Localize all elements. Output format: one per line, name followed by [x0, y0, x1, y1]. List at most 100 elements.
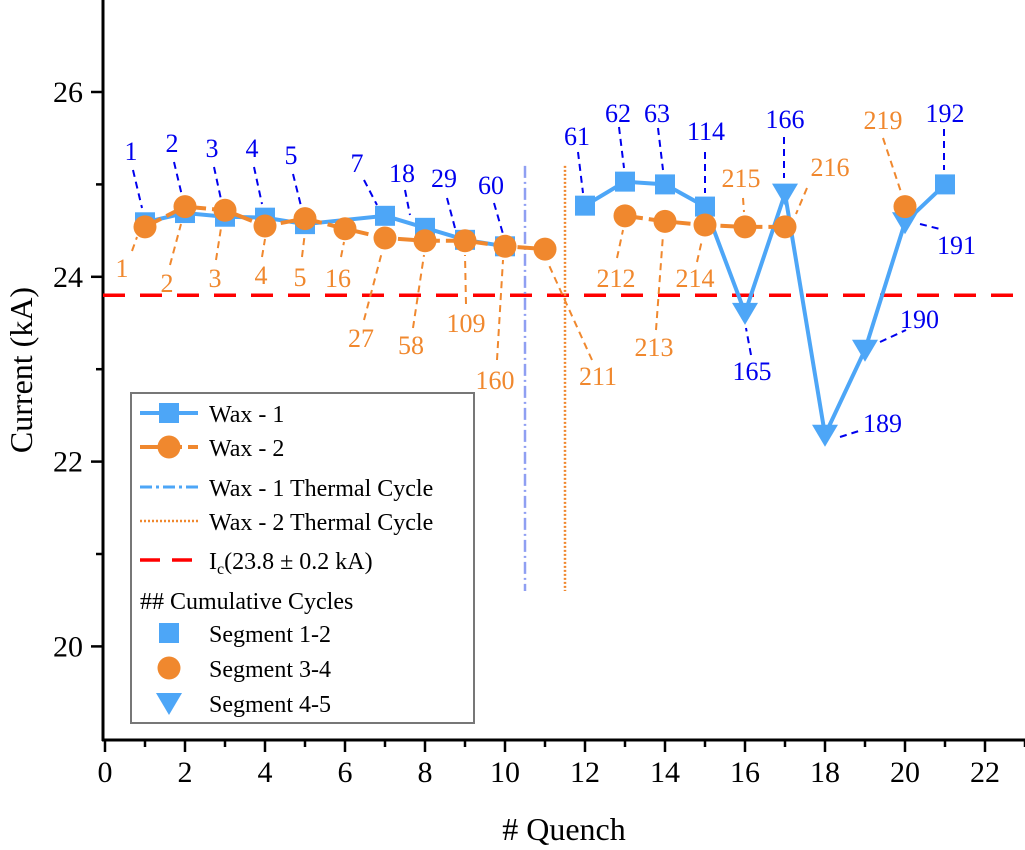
wax1-cycle-annotation: 166: [766, 105, 805, 134]
wax2-data-point: [493, 234, 517, 258]
x-tick-label: 20: [890, 756, 920, 789]
x-tick-label: 8: [418, 756, 433, 789]
wax1-cycle-leader-line: [839, 429, 863, 438]
wax1-cycle-leader-line: [213, 166, 223, 205]
wax2-data-point: [253, 214, 277, 238]
wax2-cycle-annotation: 212: [597, 264, 636, 293]
wax1-cycle-annotation: 62: [605, 99, 631, 128]
wax1-data-point: [892, 212, 918, 235]
wax1-series-line: [583, 179, 947, 442]
legend-label-tc2: Wax - 2 Thermal Cycle: [209, 510, 433, 536]
wax1-cycle-leader-line: [618, 126, 625, 169]
legend-label-wax1: Wax - 1: [209, 402, 284, 428]
wax2-cycle-annotation: 1: [116, 254, 129, 283]
wax1-cycle-leader-line: [879, 329, 907, 343]
wax1-cycle-annotation: 191: [937, 231, 976, 260]
x-tick-label: 4: [258, 756, 273, 789]
y-tick-label: 26: [53, 76, 83, 109]
wax2-cycle-annotation: 27: [348, 324, 374, 353]
wax1-cycle-annotation: 3: [206, 134, 219, 163]
wax1-data-point: [695, 196, 715, 217]
x-tick-label: 0: [98, 756, 113, 789]
wax1-cycle-leader-line: [363, 179, 378, 206]
legend-label-seg34: Segment 3-4: [209, 657, 331, 683]
wax2-data-point: [213, 198, 237, 222]
wax1-data-point: [655, 174, 675, 195]
wax2-cycle-leader-line: [547, 262, 593, 361]
wax1-cycle-leader-line: [745, 327, 752, 356]
wax2-data-point: [653, 209, 677, 233]
x-tick-label: 2: [178, 756, 193, 789]
y-tick-label: 24: [53, 261, 83, 294]
wax2-data-point: [773, 215, 797, 239]
wax1-cycle-annotation: 7: [351, 149, 364, 178]
legend-label-ic: Ic(23.8 ± 0.2 kA): [209, 549, 373, 578]
wax1-cycle-annotation: 192: [926, 99, 965, 128]
wax1-cycle-annotation: 1: [125, 137, 138, 166]
wax1-cycle-annotation: 61: [564, 122, 590, 151]
wax2-data-point: [733, 215, 757, 239]
wax2-cycle-leader-line: [261, 238, 266, 258]
wax1-cycle-leader-line: [253, 166, 263, 205]
legend-label-wax2: Wax - 2: [209, 436, 284, 462]
wax2-cycle-leader-line: [340, 241, 345, 258]
wax1-cycle-leader-line: [173, 161, 184, 201]
wax1-cycle-leader-line: [493, 202, 504, 235]
wax1-cycle-annotation: 5: [285, 141, 298, 170]
wax2-cycle-leader-line: [496, 259, 504, 361]
wax1-cycle-annotation: 18: [389, 159, 415, 188]
x-tick-label: 14: [650, 756, 680, 789]
wax2-cycle-annotation: 216: [811, 153, 850, 182]
wax1-data-point: [375, 205, 395, 226]
wax2-cycle-leader-line: [696, 239, 703, 263]
wax2-cycle-annotation: 219: [864, 106, 903, 135]
wax2-cycle-annotation: 16: [325, 264, 351, 293]
x-tick-label: 6: [338, 756, 353, 789]
x-tick-label: 12: [570, 756, 600, 789]
wax2-cycle-annotation: 4: [255, 261, 268, 290]
wax2-cycle-leader-line: [363, 251, 383, 321]
x-tick-label: 16: [730, 756, 760, 789]
wax1-data-point: [772, 183, 798, 206]
plot-area: [133, 171, 955, 447]
wax2-data-point: [333, 217, 357, 241]
legend-segment45-triangle-icon: [156, 693, 182, 715]
wax1-cycle-annotation: 29: [431, 164, 457, 193]
wax2-cycle-annotation: 109: [447, 309, 486, 338]
wax2-data-point: [133, 215, 157, 239]
wax2-data-point: [453, 229, 477, 253]
wax1-cycle-leader-line: [132, 169, 143, 209]
wax2-cycle-annotation: 211: [579, 362, 617, 391]
wax2-cycle-leader-line: [169, 223, 182, 266]
wax2-data-point: [693, 213, 717, 237]
annotation-leaders: [131, 126, 945, 438]
wax2-cycle-leader-line: [301, 231, 306, 258]
x-tick-label: 18: [810, 756, 840, 789]
legend-label-seg12: Segment 1-2: [209, 622, 331, 648]
wax2-cycle-annotation: 5: [294, 263, 307, 292]
wax2-data-point: [613, 204, 637, 228]
wax2-cycle-leader-line: [464, 254, 467, 305]
wax2-cycle-annotation: 214: [676, 264, 715, 293]
wax1-cycle-leader-line: [404, 189, 411, 216]
legend-label-seg45: Segment 4-5: [209, 692, 331, 718]
wax2-cycle-annotation: 2: [161, 269, 174, 298]
wax2-data-point: [893, 195, 917, 219]
x-tick-label: 10: [490, 756, 520, 789]
y-tick-label: 22: [53, 446, 83, 479]
wax1-cycle-leader-line: [919, 223, 941, 230]
wax2-cycle-annotation: 213: [635, 333, 674, 362]
wax1-cycle-annotation: 114: [687, 117, 725, 146]
wax1-cycle-leader-line: [446, 197, 456, 229]
wax2-data-point: [293, 207, 317, 231]
wax2-cycle-annotation: 215: [722, 164, 761, 193]
legend-label-tc1: Wax - 1 Thermal Cycle: [209, 476, 433, 502]
wax1-cycle-leader-line: [657, 127, 664, 171]
legend-segment12-square-icon: [159, 623, 179, 643]
wax2-data-point: [373, 226, 397, 250]
legend-wax1-square-icon: [159, 403, 179, 423]
x-axis-title: # Quench: [502, 811, 626, 847]
wax1-cycle-annotation: 60: [478, 171, 504, 200]
